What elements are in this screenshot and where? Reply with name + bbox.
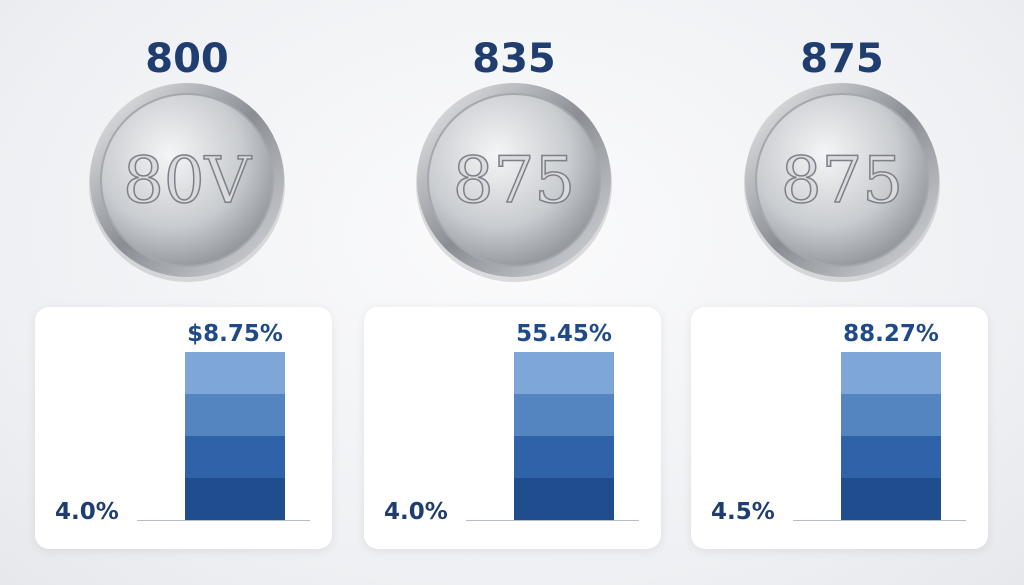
bar-label: 55.45% bbox=[516, 321, 612, 347]
card: $8.75% 4.0% bbox=[35, 307, 332, 549]
bar-segment bbox=[514, 394, 614, 436]
bar-segment bbox=[185, 436, 285, 478]
bar-segment bbox=[841, 352, 941, 394]
bar-segment bbox=[185, 352, 285, 394]
coin: 80V bbox=[89, 83, 285, 282]
bar-segment bbox=[185, 478, 285, 520]
panel-title: 800 bbox=[145, 36, 229, 82]
coin-text: 80V bbox=[123, 144, 252, 218]
bar-segment bbox=[514, 436, 614, 478]
bar-segment bbox=[841, 436, 941, 478]
bar-segment bbox=[841, 478, 941, 520]
coin: 875 bbox=[416, 83, 612, 282]
coin: 875 bbox=[744, 83, 940, 282]
bar-label: $8.75% bbox=[187, 321, 283, 347]
side-label: 4.0% bbox=[384, 499, 448, 525]
side-label: 4.5% bbox=[711, 499, 775, 525]
bar bbox=[185, 352, 285, 520]
bar-segment bbox=[185, 394, 285, 436]
panel-title: 835 bbox=[472, 36, 556, 82]
bar-label: 88.27% bbox=[843, 321, 939, 347]
bar-segment bbox=[841, 394, 941, 436]
baseline bbox=[793, 520, 966, 521]
panel-title: 875 bbox=[800, 36, 884, 82]
coin-text: 875 bbox=[453, 144, 575, 218]
bar bbox=[841, 352, 941, 520]
baseline bbox=[137, 520, 310, 521]
bar-segment bbox=[514, 478, 614, 520]
bar-segment bbox=[514, 352, 614, 394]
bar bbox=[514, 352, 614, 520]
card: 88.27% 4.5% bbox=[691, 307, 988, 549]
card: 55.45% 4.0% bbox=[364, 307, 661, 549]
side-label: 4.0% bbox=[55, 499, 119, 525]
baseline bbox=[466, 520, 639, 521]
coin-text: 875 bbox=[781, 144, 903, 218]
